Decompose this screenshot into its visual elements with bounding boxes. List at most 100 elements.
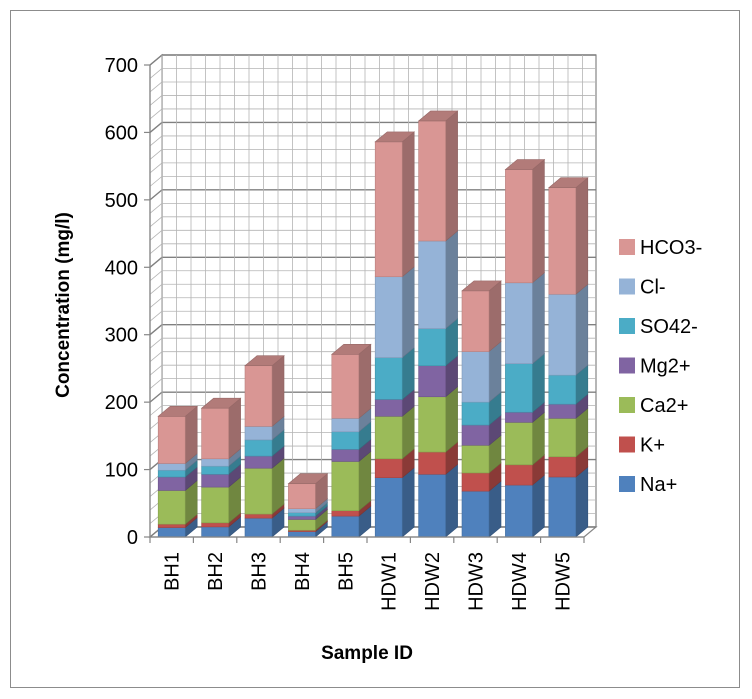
bar-segment-Mg2+ xyxy=(201,463,241,488)
gridline-side xyxy=(149,216,163,228)
bar-top xyxy=(374,131,416,143)
y-axis-ticks: 0 100 200 300 400 500 600 700 xyxy=(105,55,151,549)
bar-top xyxy=(330,343,372,355)
legend-label: Ca2+ xyxy=(640,395,688,417)
bar-top xyxy=(157,406,199,417)
gridline-side xyxy=(149,297,163,309)
bar-segment-Ca2+ xyxy=(157,479,198,525)
bar-top xyxy=(547,177,589,189)
bar-segment-K+ xyxy=(461,462,502,492)
bar-segment-SO42- xyxy=(418,318,458,367)
legend-item-Ca2+: Ca2+ xyxy=(619,395,688,417)
bar-segment-Na+ xyxy=(548,466,589,538)
bar-segment-HCO3- xyxy=(331,343,372,419)
bar-segment-Ca2+ xyxy=(201,476,241,524)
gridline-side xyxy=(149,68,163,79)
gridline-side xyxy=(149,283,163,295)
bar-segment-Na+ xyxy=(374,467,415,538)
bar-top xyxy=(504,159,546,170)
bar-segment-HCO3- xyxy=(418,110,458,242)
bar-segment-HCO3- xyxy=(157,405,198,465)
bar-segment-Ca2+ xyxy=(331,450,372,512)
legend-item-SO42-: SO42- xyxy=(619,316,698,338)
legend-label: SO42- xyxy=(640,316,698,338)
bar-segment-Ca2+ xyxy=(244,457,285,515)
gridline-side xyxy=(149,230,163,241)
bar-segment-Cl- xyxy=(418,230,458,330)
gridline-side xyxy=(149,391,163,403)
bar-segment-HCO3- xyxy=(288,473,328,510)
x-tick-label: BH3 xyxy=(249,552,271,591)
bar-segment-HCO3- xyxy=(374,131,415,278)
bar-segment-K+ xyxy=(331,500,372,517)
legend-swatch xyxy=(619,239,635,255)
bar-segment-Cl- xyxy=(548,283,589,376)
bar-segment-HCO3- xyxy=(244,355,285,428)
gridline-side xyxy=(149,243,163,255)
legend: HCO3- Cl- SO42- Mg2+ Ca2+ K+ Na+ xyxy=(619,237,702,496)
bar-top xyxy=(461,280,502,292)
y-tick-label: 0 xyxy=(127,527,138,549)
bar-segment-SO42- xyxy=(331,421,372,450)
legend-swatch xyxy=(619,318,635,334)
bar-top xyxy=(200,397,242,409)
y-axis-title: Concentration (mg/l) xyxy=(53,212,74,398)
gridline-side xyxy=(149,310,163,322)
legend-item-Na+: Na+ xyxy=(619,474,677,496)
gridline-side xyxy=(149,189,163,201)
legend-label: Mg2+ xyxy=(640,356,691,378)
gridline-side xyxy=(149,149,163,160)
bar-segment-SO42- xyxy=(461,391,502,426)
bar-segment-HCO3- xyxy=(505,158,545,284)
legend-swatch xyxy=(619,476,635,492)
x-tick-label: HDW3 xyxy=(466,552,488,611)
gridline-side xyxy=(149,162,163,174)
legend-swatch xyxy=(619,397,635,413)
y-tick-label: 500 xyxy=(105,190,138,212)
bar-segment-Mg2+ xyxy=(157,466,198,492)
x-tick-label: BH1 xyxy=(162,552,184,591)
bar-segment-SO42- xyxy=(505,353,545,413)
x-tick-label: HDW5 xyxy=(552,552,574,611)
legend-label: Cl- xyxy=(640,277,666,299)
bar-segment-Na+ xyxy=(244,507,285,538)
y-tick-label: 100 xyxy=(105,460,138,482)
bar-top xyxy=(244,355,285,367)
bar-segment-HCO3- xyxy=(201,397,241,460)
legend-item-Mg2+: Mg2+ xyxy=(619,356,691,378)
gridline-side xyxy=(149,337,163,349)
legend-item-HCO3-: HCO3- xyxy=(619,237,702,259)
y-tick-label: 400 xyxy=(105,257,138,279)
gridline-side xyxy=(149,121,163,133)
x-tick-label: BH5 xyxy=(335,552,357,591)
bars xyxy=(157,110,589,538)
bar-segment-K+ xyxy=(548,446,589,478)
x-axis-ticks: BH1 BH2 BH3 BH4 BH5 HDW1 HDW2 HDW3 HDW4 HDW5 xyxy=(149,536,585,611)
gridline-side xyxy=(149,95,163,106)
bar-segment-Cl- xyxy=(505,272,545,365)
y-tick-label: 700 xyxy=(105,55,138,77)
gridline-side xyxy=(149,81,163,93)
bar-segment-HCO3- xyxy=(548,177,589,295)
bar-segment-Ca2+ xyxy=(374,405,415,460)
bar-segment-Ca2+ xyxy=(418,386,458,453)
bar-segment-HCO3- xyxy=(461,280,502,353)
bar-segment-Na+ xyxy=(418,463,458,538)
legend-label: Na+ xyxy=(640,474,677,496)
gridline-side xyxy=(149,54,163,66)
legend-swatch xyxy=(619,278,635,295)
gridline-side xyxy=(149,405,163,416)
x-tick-label: BH4 xyxy=(292,552,314,591)
gridline-side xyxy=(149,135,163,147)
legend-swatch xyxy=(619,357,635,374)
x-tick-label: HDW1 xyxy=(379,552,401,611)
bar-segment-SO42- xyxy=(548,364,589,405)
legend-item-Cl-: Cl- xyxy=(619,277,666,299)
gridline-side xyxy=(149,176,163,187)
gridline-side xyxy=(149,256,163,268)
gridline-side xyxy=(149,378,163,389)
legend-label: HCO3- xyxy=(640,237,702,259)
bar-top xyxy=(287,473,329,485)
y-tick-label: 200 xyxy=(105,392,138,414)
